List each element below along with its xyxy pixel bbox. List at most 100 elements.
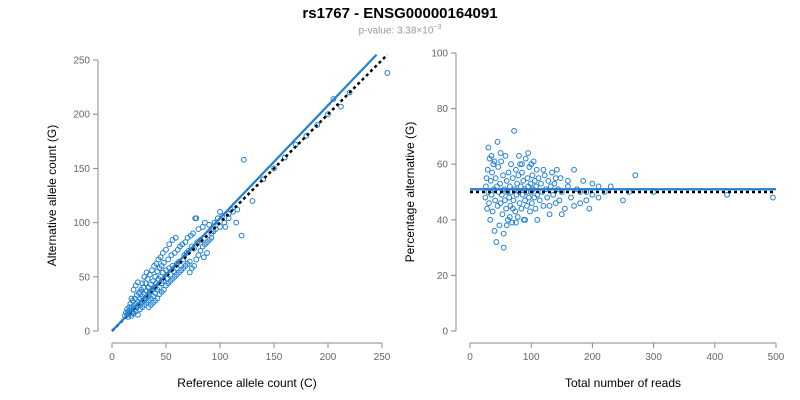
data-point — [552, 200, 559, 207]
data-point — [595, 194, 602, 201]
data-point — [225, 215, 232, 222]
data-point — [528, 161, 535, 168]
data-point — [514, 214, 521, 220]
data-point — [190, 230, 196, 237]
data-point — [620, 197, 626, 204]
data-point — [142, 280, 149, 287]
data-point — [522, 216, 528, 223]
data-point — [484, 166, 491, 173]
data-point — [493, 239, 500, 245]
x-tick-label: 150 — [266, 352, 283, 363]
y-tick-label: 60 — [437, 160, 449, 171]
data-point — [501, 197, 508, 204]
data-point — [186, 269, 193, 276]
data-point — [219, 213, 226, 219]
data-point — [546, 203, 553, 209]
data-point — [571, 166, 577, 173]
data-point — [171, 250, 178, 256]
data-point — [577, 200, 584, 207]
data-point — [517, 161, 524, 168]
data-point — [488, 152, 495, 159]
data-point — [197, 247, 204, 254]
pvalue-text: p-value: 3.38×10 — [358, 25, 434, 37]
data-point — [338, 103, 344, 110]
x-tick-label: 500 — [768, 352, 785, 363]
data-point — [492, 175, 499, 182]
data-point — [551, 180, 558, 187]
data-point — [506, 214, 513, 220]
data-point — [545, 177, 552, 184]
data-point — [206, 237, 213, 243]
data-point — [532, 205, 539, 212]
y-tick-label: 80 — [437, 104, 449, 115]
data-point — [557, 175, 564, 182]
y-tick-label: 40 — [437, 215, 449, 226]
data-point — [527, 180, 534, 187]
data-point — [533, 166, 540, 173]
data-point — [141, 273, 148, 280]
x-tick-label: 100 — [212, 352, 229, 363]
data-point — [531, 194, 538, 201]
chart-panel-1: 0 50 100 150 200 250 0 50 100 150 200 250 Reference … — [45, 53, 391, 390]
data-point — [487, 177, 494, 184]
data-point — [494, 203, 501, 209]
x-tick-label: 200 — [584, 352, 601, 363]
data-point — [589, 180, 596, 187]
data-point — [154, 295, 161, 302]
data-point — [172, 234, 179, 241]
data-point — [538, 180, 544, 187]
y-tick-label: 150 — [73, 164, 90, 175]
y-tick-label: 20 — [437, 271, 449, 282]
data-point — [490, 161, 497, 168]
data-point — [325, 111, 331, 118]
x-tick-label: 100 — [523, 352, 540, 363]
data-point — [506, 194, 513, 201]
x-tick-label: 200 — [320, 352, 337, 363]
data-point — [541, 172, 548, 179]
data-point — [540, 203, 547, 209]
data-point — [163, 246, 169, 253]
data-point — [519, 161, 525, 168]
data-point — [195, 252, 202, 259]
data-point — [518, 205, 525, 212]
data-point — [206, 221, 213, 228]
data-point — [233, 219, 240, 226]
data-point — [483, 175, 490, 182]
data-point — [509, 205, 516, 212]
x-tick-label: 250 — [374, 352, 391, 363]
data-point — [495, 164, 502, 170]
data-point — [217, 224, 223, 230]
data-point — [238, 232, 245, 239]
data-point — [149, 267, 155, 274]
reference-line — [111, 53, 389, 332]
data-point — [143, 269, 150, 276]
data-point — [491, 228, 498, 234]
data-point — [550, 191, 557, 198]
data-point — [200, 254, 207, 261]
data-point — [191, 263, 197, 269]
data-point — [516, 152, 522, 159]
data-point — [528, 200, 535, 207]
data-point — [632, 172, 639, 179]
data-point — [489, 169, 495, 176]
data-point — [130, 286, 137, 293]
data-point — [484, 205, 491, 212]
data-point — [515, 172, 522, 179]
data-point — [500, 244, 507, 251]
data-point — [509, 175, 516, 182]
data-point — [494, 139, 501, 145]
y-tick-label: 0 — [84, 327, 90, 338]
data-point — [534, 216, 541, 223]
data-point — [527, 208, 533, 215]
data-point — [496, 222, 503, 229]
data-point — [544, 194, 551, 201]
data-point — [165, 256, 172, 263]
data-point — [503, 205, 510, 212]
data-point — [535, 175, 542, 182]
data-point — [135, 311, 141, 318]
data-point — [160, 259, 167, 266]
data-point — [511, 127, 517, 134]
data-point — [497, 200, 504, 207]
data-point — [549, 169, 555, 176]
